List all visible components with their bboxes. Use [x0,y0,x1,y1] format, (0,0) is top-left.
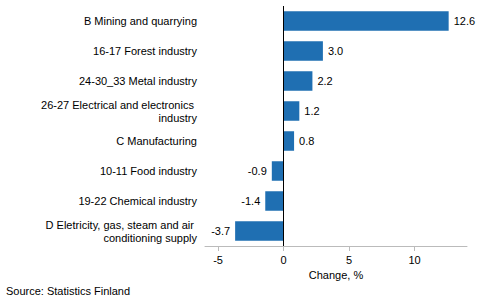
svg-text:-3.7: -3.7 [211,225,230,237]
svg-text:D Eletricity, gas, steam and a: D Eletricity, gas, steam and air [46,219,197,231]
svg-text:conditioning supply: conditioning supply [103,232,197,244]
svg-text:19-22 Chemical industry: 19-22 Chemical industry [78,195,197,207]
svg-text:-0.9: -0.9 [248,165,267,177]
svg-text:0.8: 0.8 [299,135,314,147]
svg-text:-1.4: -1.4 [241,195,260,207]
svg-text:Change, %: Change, % [309,269,364,281]
svg-text:24-30_33 Metal industry: 24-30_33 Metal industry [79,75,198,87]
svg-text:C Manufacturing: C Manufacturing [116,135,197,147]
svg-text:5: 5 [346,254,352,266]
svg-text:26-27 Electrical and electroni: 26-27 Electrical and electronics [41,99,197,111]
svg-text:Source: Statistics Finland: Source: Statistics Finland [6,285,130,297]
svg-text:16-17 Forest industry: 16-17 Forest industry [93,45,197,57]
svg-text:2.2: 2.2 [317,75,332,87]
svg-text:1.2: 1.2 [304,105,319,117]
svg-text:-5: -5 [213,254,223,266]
svg-text:10-11 Food industry: 10-11 Food industry [100,165,198,177]
svg-text:12.6: 12.6 [454,15,475,27]
svg-text:industry: industry [158,112,197,124]
svg-text:B Mining and quarrying: B Mining and quarrying [84,15,197,27]
svg-text:3.0: 3.0 [328,45,343,57]
svg-text:10: 10 [408,254,420,266]
svg-text:0: 0 [281,254,287,266]
